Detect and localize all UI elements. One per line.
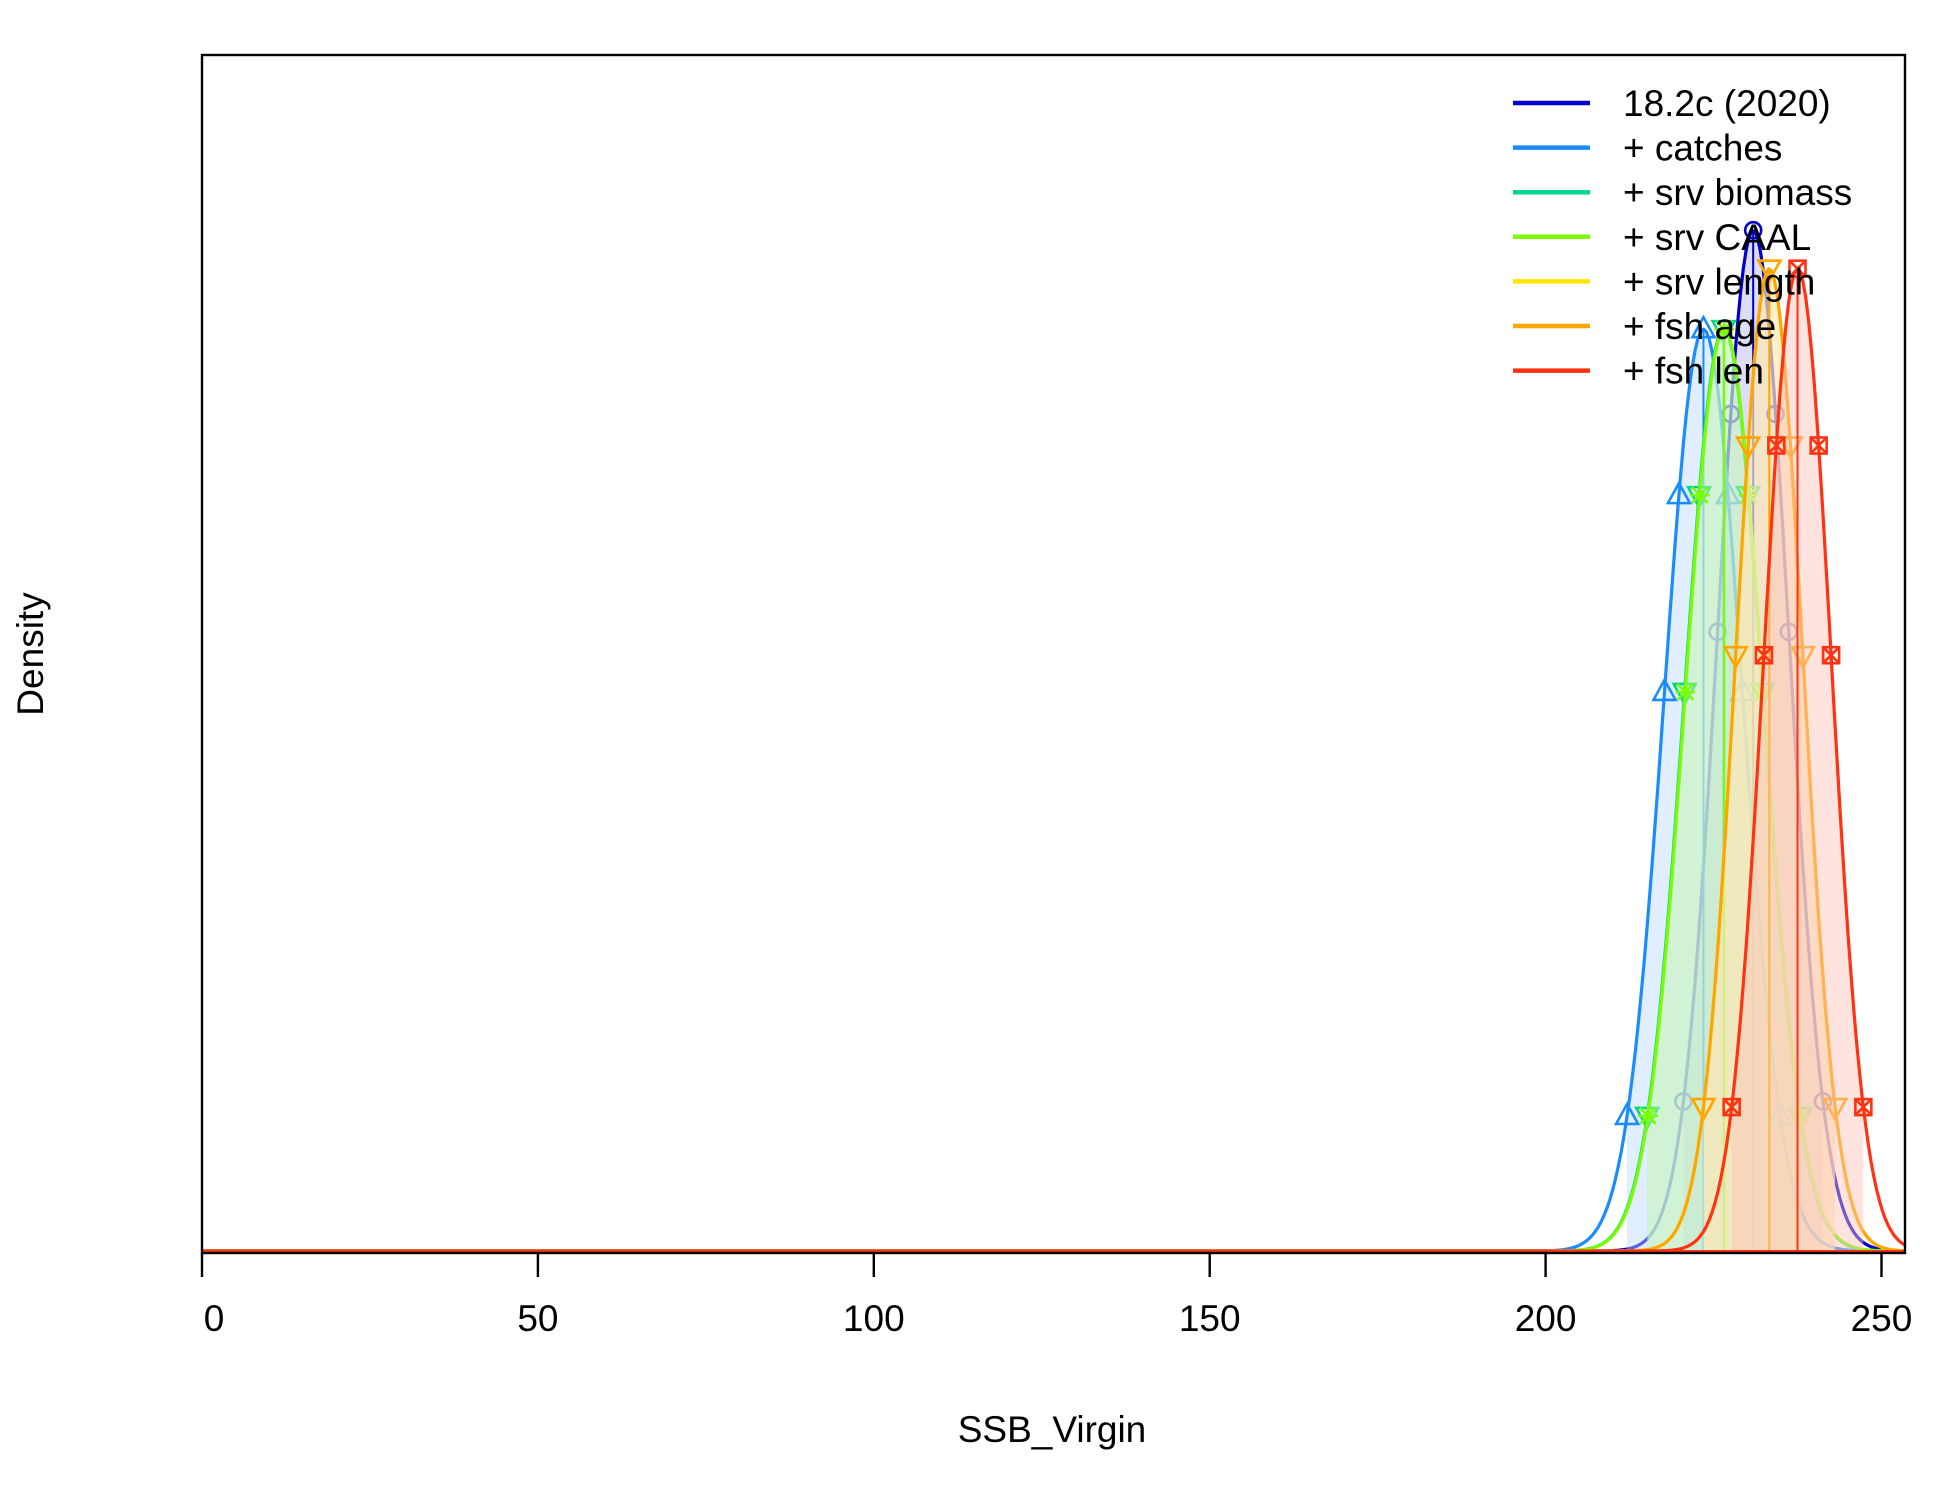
series-point: [1766, 1101, 1794, 1126]
series-point: [1722, 1097, 1741, 1117]
series-point: [1821, 1097, 1849, 1122]
series-point: [1766, 404, 1785, 424]
series-point: [1708, 622, 1727, 642]
x-tick-label: 0: [204, 1298, 225, 1339]
legend-item: 18.2c (2020): [1513, 83, 1831, 124]
series-point: [1790, 1105, 1811, 1126]
series-point: [1729, 677, 1756, 702]
legend-item: + catches: [1513, 128, 1782, 169]
legend-label: + fsh len: [1623, 351, 1764, 392]
legend-item: + fsh len: [1513, 351, 1764, 392]
plot-frame: [200, 53, 1907, 1255]
legend: 18.2c (2020)+ catches+ srv biomass+ srv …: [1513, 83, 1852, 392]
legend-label: + srv length: [1623, 261, 1815, 302]
series-point: [1813, 1092, 1833, 1111]
series-point: [1689, 485, 1710, 506]
x-tick-label: 100: [843, 1298, 905, 1339]
x-tick-label: 200: [1515, 1298, 1577, 1339]
legend-item: + srv biomass: [1513, 172, 1852, 213]
x-tick-label: 150: [1179, 1298, 1241, 1339]
series-4: [202, 319, 1905, 1253]
x-axis-label: SSB_Virgin: [958, 1409, 1147, 1450]
series-point: [1767, 436, 1786, 455]
series-point: [1690, 1097, 1717, 1122]
x-axis: 0 50 100 150 200 250: [200, 1253, 1913, 1339]
x-tick-label: 250: [1851, 1298, 1913, 1339]
series-point: [1613, 1101, 1641, 1126]
series-point: [1738, 485, 1759, 506]
legend-item: + srv CAAL: [1513, 217, 1811, 258]
legend-item: + fsh age: [1513, 306, 1776, 347]
series-point: [1788, 259, 1807, 279]
series-layer: [202, 220, 1906, 1253]
legend-label: 18.2c (2020): [1623, 83, 1831, 124]
legend-label: + catches: [1623, 128, 1782, 169]
series-point: [1722, 645, 1749, 670]
series-point: [1637, 1105, 1658, 1126]
series-point: [1674, 1092, 1693, 1111]
series-point: [1854, 1097, 1873, 1117]
series-point: [1734, 436, 1762, 461]
series-point: [1690, 314, 1717, 339]
series-point: [1714, 319, 1735, 340]
legend-label: + srv CAAL: [1623, 217, 1811, 258]
series-point: [1743, 220, 1763, 240]
y-axis-label: Density: [10, 592, 51, 716]
series-point: [1675, 681, 1696, 702]
legend-item: + srv length: [1513, 261, 1815, 302]
series-point: [1714, 480, 1742, 505]
legend-label: + fsh age: [1623, 306, 1776, 347]
series-point: [1756, 259, 1783, 284]
series-point: [1821, 645, 1841, 665]
x-tick-label: 50: [517, 1298, 558, 1339]
series-point: [1754, 645, 1774, 665]
series-point: [1665, 480, 1693, 505]
series-point: [1651, 677, 1678, 702]
series-point: [1809, 436, 1828, 455]
legend-label: + srv biomass: [1623, 172, 1852, 213]
